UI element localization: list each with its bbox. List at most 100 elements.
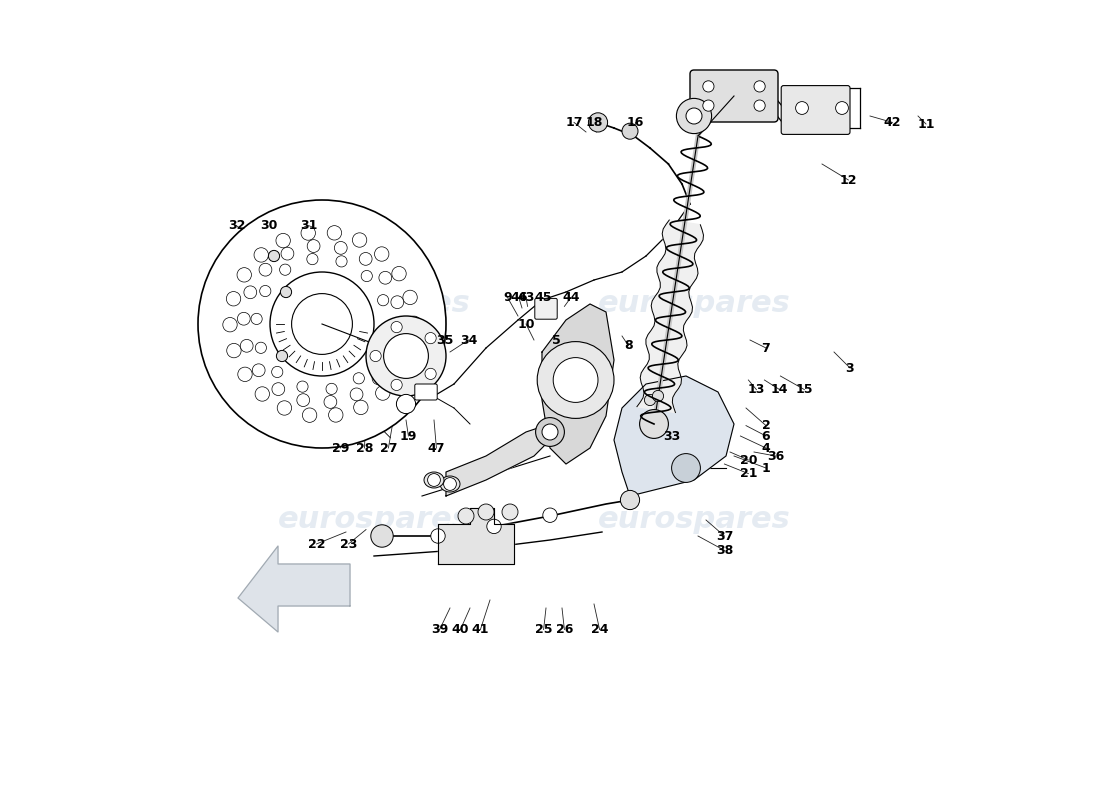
Circle shape: [227, 343, 241, 358]
Text: 39: 39: [431, 623, 448, 636]
Text: 42: 42: [883, 116, 901, 129]
Circle shape: [361, 270, 373, 282]
Text: 40: 40: [452, 623, 470, 636]
Text: 30: 30: [260, 219, 277, 232]
Circle shape: [390, 296, 404, 309]
Text: 41: 41: [472, 623, 490, 636]
Text: 6: 6: [761, 430, 770, 442]
Text: 33: 33: [663, 430, 680, 442]
Circle shape: [387, 350, 400, 362]
FancyBboxPatch shape: [781, 86, 850, 134]
Circle shape: [393, 366, 407, 380]
Ellipse shape: [424, 472, 444, 488]
Circle shape: [384, 334, 428, 378]
Circle shape: [307, 240, 320, 253]
Text: 26: 26: [556, 623, 573, 636]
Text: eurospares: eurospares: [597, 290, 791, 318]
Circle shape: [352, 233, 366, 247]
Circle shape: [396, 394, 416, 414]
Circle shape: [326, 383, 338, 394]
Circle shape: [272, 382, 285, 395]
Circle shape: [403, 290, 417, 305]
Text: 31: 31: [299, 219, 317, 232]
Text: 34: 34: [460, 334, 477, 346]
FancyBboxPatch shape: [415, 384, 437, 400]
Circle shape: [353, 373, 364, 384]
Text: 13: 13: [748, 383, 766, 396]
Circle shape: [377, 294, 388, 306]
Text: 44: 44: [562, 291, 580, 304]
Text: 37: 37: [716, 530, 733, 542]
Circle shape: [374, 247, 389, 262]
Polygon shape: [542, 304, 614, 464]
Circle shape: [276, 350, 287, 362]
FancyBboxPatch shape: [690, 70, 778, 122]
Circle shape: [620, 490, 639, 510]
Circle shape: [276, 234, 290, 248]
Circle shape: [686, 108, 702, 124]
Circle shape: [394, 323, 407, 336]
Text: 38: 38: [716, 544, 733, 557]
Circle shape: [360, 253, 372, 266]
Polygon shape: [446, 424, 550, 496]
Circle shape: [621, 123, 638, 139]
Text: eurospares: eurospares: [597, 506, 791, 534]
Circle shape: [354, 400, 368, 414]
Circle shape: [260, 263, 272, 276]
Text: 36: 36: [767, 450, 784, 462]
Polygon shape: [637, 220, 704, 413]
Circle shape: [372, 372, 385, 385]
Circle shape: [487, 519, 502, 534]
Text: 2: 2: [761, 419, 770, 432]
Circle shape: [703, 100, 714, 111]
Text: 23: 23: [340, 538, 358, 550]
Circle shape: [236, 268, 252, 282]
Circle shape: [307, 254, 318, 265]
Circle shape: [754, 100, 766, 111]
Circle shape: [244, 286, 256, 298]
Text: eurospares: eurospares: [277, 506, 471, 534]
Circle shape: [268, 250, 279, 262]
Circle shape: [251, 314, 262, 325]
Circle shape: [371, 525, 393, 547]
Text: 24: 24: [591, 623, 608, 636]
Text: 20: 20: [739, 454, 757, 466]
Text: 14: 14: [771, 383, 789, 396]
Circle shape: [302, 408, 317, 422]
Circle shape: [652, 390, 663, 402]
Circle shape: [390, 379, 403, 390]
Text: 19: 19: [399, 430, 417, 442]
Text: 5: 5: [552, 334, 561, 346]
Text: 27: 27: [379, 442, 397, 454]
Circle shape: [255, 386, 270, 401]
Text: 21: 21: [739, 467, 757, 480]
Text: 11: 11: [917, 118, 935, 130]
Circle shape: [254, 248, 268, 262]
Circle shape: [260, 286, 271, 297]
Circle shape: [407, 316, 421, 330]
Text: 7: 7: [761, 342, 770, 354]
Circle shape: [795, 102, 808, 114]
Circle shape: [588, 113, 607, 132]
Circle shape: [431, 529, 446, 543]
Circle shape: [329, 408, 343, 422]
Circle shape: [378, 271, 392, 284]
Circle shape: [334, 242, 348, 254]
Text: 43: 43: [517, 291, 535, 304]
Circle shape: [324, 395, 337, 408]
Text: eurospares: eurospares: [277, 290, 471, 318]
Circle shape: [478, 504, 494, 520]
Circle shape: [227, 291, 241, 306]
Text: 3: 3: [846, 362, 855, 374]
Text: 16: 16: [627, 116, 645, 129]
Circle shape: [373, 351, 384, 362]
Circle shape: [297, 381, 308, 392]
Circle shape: [272, 366, 283, 378]
Text: 28: 28: [355, 442, 373, 454]
Circle shape: [502, 504, 518, 520]
Circle shape: [542, 508, 558, 522]
Circle shape: [238, 367, 252, 382]
Circle shape: [428, 474, 440, 486]
Circle shape: [327, 226, 342, 240]
Polygon shape: [238, 546, 350, 632]
